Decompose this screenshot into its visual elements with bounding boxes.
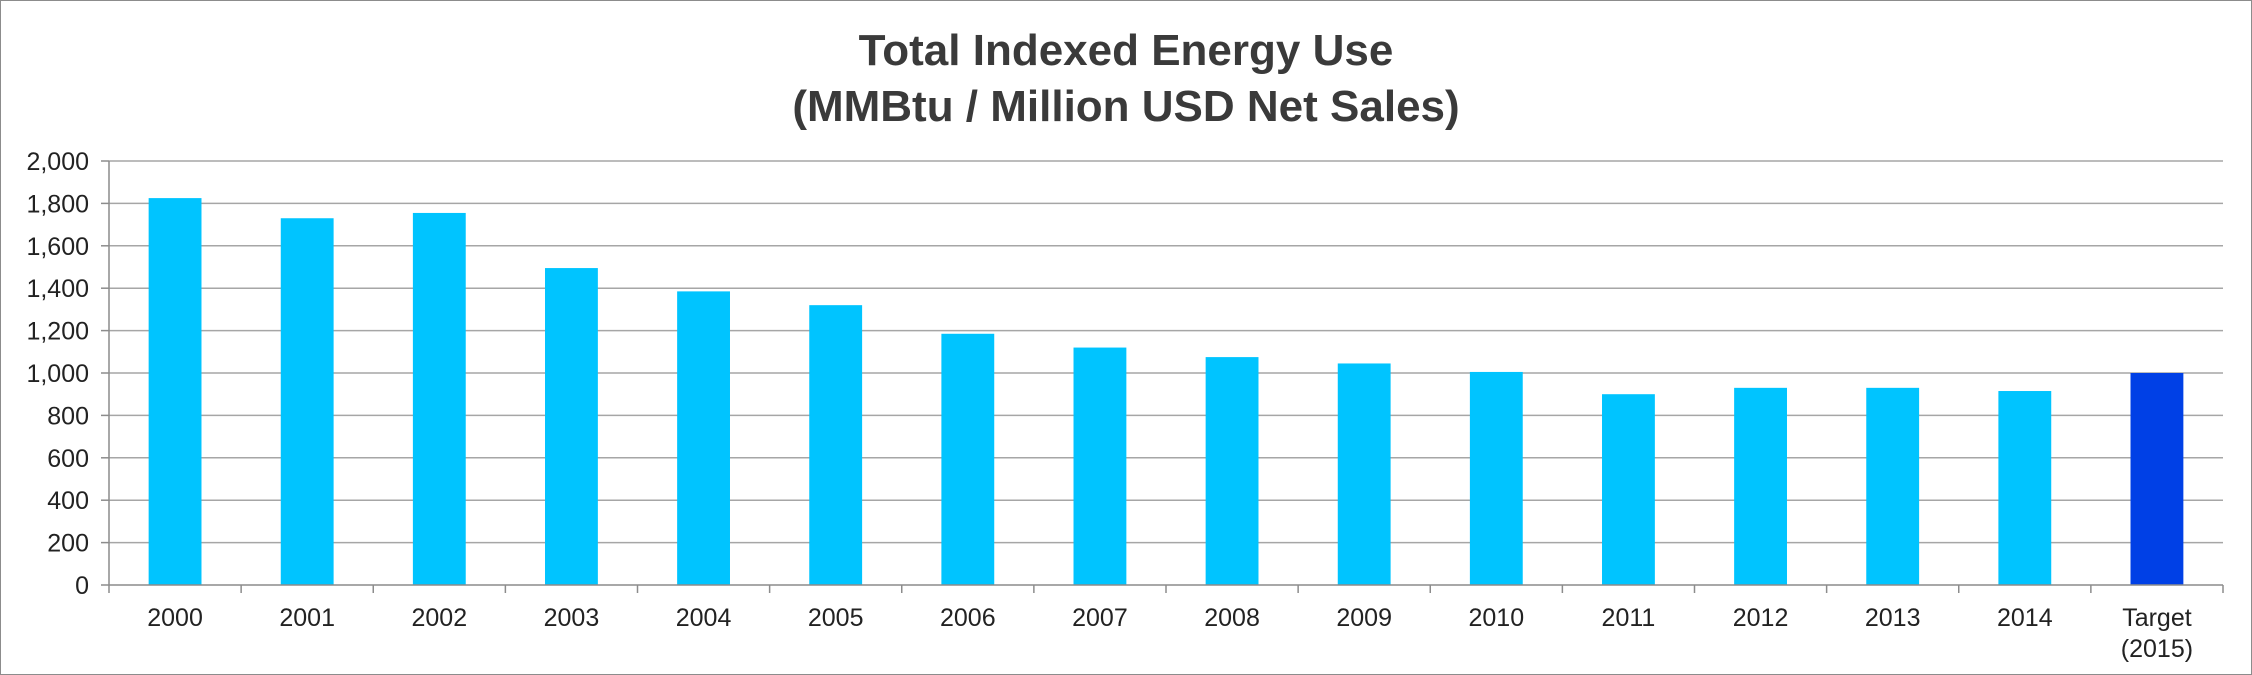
bar <box>1866 387 1920 585</box>
y-tick-label: 2,000 <box>26 148 89 176</box>
x-tick-label: 2004 <box>676 604 732 632</box>
y-tick-label: 600 <box>47 445 89 473</box>
x-tick-label: 2014 <box>1997 604 2053 632</box>
x-tick-label: Target (2015) <box>2121 604 2193 663</box>
bar <box>941 333 995 585</box>
bar <box>1337 363 1391 585</box>
x-tick-label: 2000 <box>147 604 203 632</box>
y-tick-label: 1,600 <box>26 233 89 261</box>
x-tick-label: 2010 <box>1469 604 1525 632</box>
chart-title-line-1: Total Indexed Energy Use <box>859 26 1394 75</box>
x-tick-label: 2002 <box>412 604 468 632</box>
bar <box>809 305 863 585</box>
y-tick-label: 400 <box>47 487 89 515</box>
bar <box>677 291 730 585</box>
axes <box>101 160 2224 593</box>
bar <box>1602 394 1655 585</box>
x-tick-label: 2012 <box>1733 604 1789 632</box>
bar <box>1205 357 1259 585</box>
bar <box>148 198 202 585</box>
x-tick-label: 2008 <box>1204 604 1260 632</box>
x-tick-label: 2003 <box>544 604 600 632</box>
y-tick-label: 1,200 <box>26 318 89 346</box>
x-tick-label: 2013 <box>1865 604 1921 632</box>
bar <box>1469 371 1523 585</box>
x-tick-label: 2006 <box>940 604 996 632</box>
x-tick-labels: 2000 2001 2002 2003 2004 2005 2006 2007 2008 2009… <box>147 604 2193 663</box>
bar <box>412 212 466 585</box>
x-tick-label: 2005 <box>808 604 864 632</box>
x-tick-label: 2007 <box>1072 604 1128 632</box>
y-tick-labels: 0 200 400 600 800 1,000 1,200 1,400 1,600 1,800 2,… <box>26 148 89 600</box>
bar <box>545 268 598 585</box>
bar <box>1073 347 1127 585</box>
bar <box>1998 391 2052 585</box>
x-tick-label: 2009 <box>1336 604 1392 632</box>
y-tick-label: 1,800 <box>26 190 89 218</box>
x-tick-label: 2011 <box>1602 604 1656 632</box>
y-tick-label: 1,000 <box>26 360 89 388</box>
chart-title-line-2: (MMBtu / Million USD Net Sales) <box>792 82 1459 131</box>
bar-target <box>2130 373 2184 585</box>
y-tick-label: 200 <box>47 530 89 558</box>
y-tick-label: 800 <box>47 402 89 430</box>
bars <box>148 198 2184 586</box>
bar <box>1734 387 1787 585</box>
x-tick-label: 2001 <box>279 604 335 632</box>
y-tick-label: 0 <box>75 572 89 600</box>
y-tick-label: 1,400 <box>26 275 89 303</box>
bar <box>280 218 334 586</box>
